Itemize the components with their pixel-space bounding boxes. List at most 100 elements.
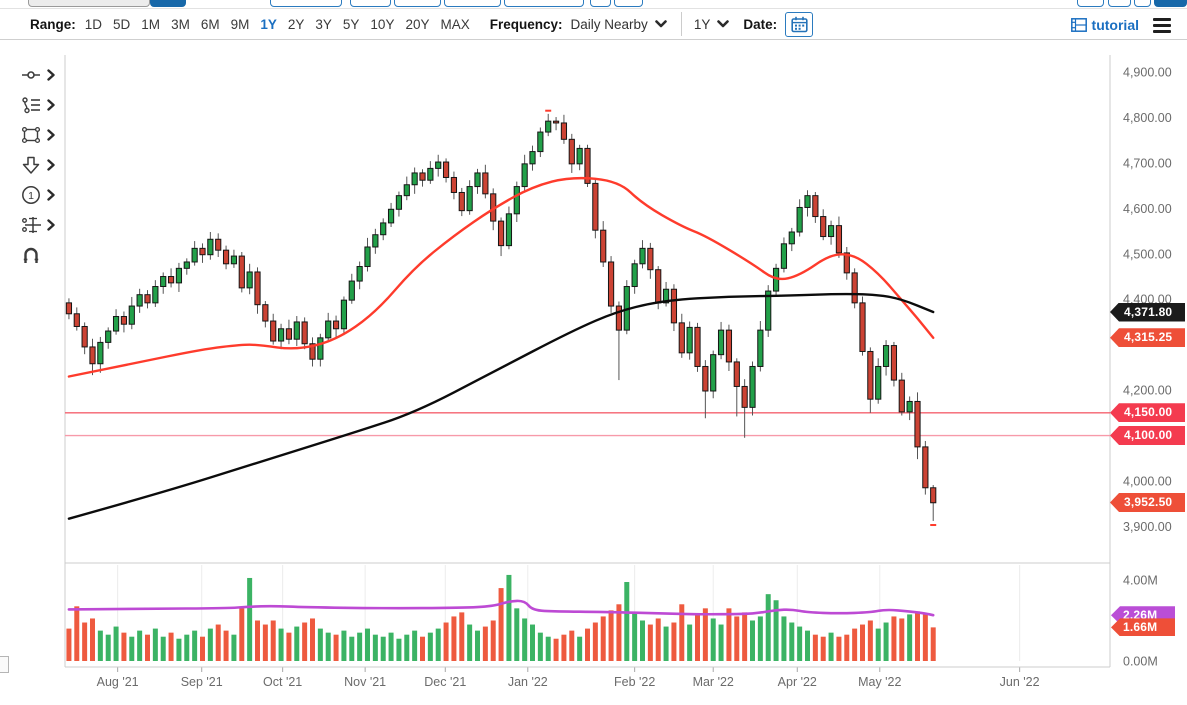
menu-button[interactable] <box>1151 16 1173 35</box>
volume-axis-label: 0.00M <box>1123 655 1158 669</box>
y-axis: 4,900.00 4,800.00 4,700.00 4,600.00 4,500.00… <box>1123 66 1172 669</box>
y-axis-label: 4,500.00 <box>1123 247 1172 261</box>
x-axis-label: Apr '22 <box>778 675 817 689</box>
chevron-right-icon <box>47 99 55 111</box>
chevron-right-icon <box>47 69 55 81</box>
range-option-20y[interactable]: 20Y <box>405 16 430 32</box>
annotation-tool[interactable] <box>20 90 66 120</box>
plot-borders <box>64 55 1111 668</box>
toolbar-divider <box>680 12 682 36</box>
volume-axis-label: 4.00M <box>1123 573 1158 587</box>
cutoff-input-fragment[interactable] <box>28 0 150 7</box>
magnet-tool-icon <box>23 247 39 263</box>
range-option-10y[interactable]: 10Y <box>370 16 395 32</box>
shape-tool-icon <box>21 126 41 144</box>
chart-toolbar: Range: 1D 5D 1M 3M 6M 9M 1Y 2Y 3Y 5Y 10Y 20Y MAX Fre… <box>0 8 1187 40</box>
calendar-icon <box>790 16 808 32</box>
range-option-max[interactable]: MAX <box>440 16 470 32</box>
chevron-down-icon <box>717 20 730 28</box>
chevron-right-icon <box>47 129 55 141</box>
x-axis-label: Sep '21 <box>181 675 223 689</box>
candlesticks <box>65 113 937 521</box>
number-annotation-tool[interactable]: 1 <box>20 180 66 210</box>
ma-black-line[interactable] <box>67 292 935 520</box>
hamburger-icon <box>1153 17 1171 21</box>
x-axis-label: Aug '21 <box>97 675 139 689</box>
volume-bars <box>66 574 936 661</box>
range-option-3m[interactable]: 3M <box>171 16 190 32</box>
moving-averages <box>67 176 935 617</box>
x-axis-label: Feb '22 <box>614 675 655 689</box>
range-options: 1D 5D 1M 3M 6M 9M 1Y 2Y 3Y 5Y 10Y 20Y MAX <box>85 17 470 32</box>
horizontal-lines <box>65 412 1110 437</box>
cutoff-button-fragment[interactable] <box>270 0 342 7</box>
period-dropdown[interactable]: 1Y <box>694 17 730 32</box>
x-axis-label: Jun '22 <box>1000 675 1040 689</box>
range-option-6m[interactable]: 6M <box>200 16 220 32</box>
frequency-value: Daily Nearby <box>570 16 648 32</box>
number-one-circle-icon: 1 <box>22 186 40 204</box>
cutoff-button-fragment[interactable] <box>1077 0 1104 7</box>
extreme-markers <box>545 109 937 527</box>
magnet-tool[interactable] <box>20 240 66 270</box>
drawing-toolbar: 1 <box>20 60 66 270</box>
trendline-tool-icon <box>22 71 40 79</box>
date-label: Date: <box>743 16 778 32</box>
range-option-1y[interactable]: 1Y <box>260 16 277 32</box>
range-option-1m[interactable]: 1M <box>141 16 161 32</box>
cutoff-button-fragment[interactable] <box>394 0 441 7</box>
trendline-tool[interactable] <box>20 60 66 90</box>
date-picker-button[interactable] <box>785 11 814 37</box>
range-label: Range: <box>30 16 76 32</box>
cutoff-button-fragment[interactable] <box>504 0 584 7</box>
vol-ma-line[interactable] <box>67 599 935 617</box>
levels-tool-icon <box>22 217 41 233</box>
arrow-tool[interactable] <box>20 150 66 180</box>
arrow-down-tool-icon <box>22 156 40 174</box>
x-axis: Aug '21 Sep '21 Oct '21 Nov '21 Dec '21 Jan '… <box>97 667 1040 689</box>
x-axis-label: Nov '21 <box>344 675 386 689</box>
annotation-tool-icon <box>22 97 40 114</box>
frequency-label: Frequency: <box>489 16 563 32</box>
cutoff-button-fragment[interactable] <box>1108 0 1131 7</box>
svg-text:1: 1 <box>28 190 34 202</box>
cutoff-corner-fragment <box>0 656 9 673</box>
cutoff-button-fragment[interactable] <box>1134 0 1151 7</box>
range-option-9m[interactable]: 9M <box>230 16 250 32</box>
y-axis-label: 3,900.00 <box>1123 520 1172 534</box>
cutoff-go-button-fragment[interactable] <box>150 0 186 7</box>
tutorial-button[interactable]: tutorial <box>1070 17 1139 33</box>
y-axis-label: 4,600.00 <box>1123 202 1172 216</box>
y-axis-label: 4,700.00 <box>1123 156 1172 170</box>
x-axis-label: May '22 <box>858 675 901 689</box>
x-axis-label: Dec '21 <box>424 675 466 689</box>
cutoff-button-fragment[interactable] <box>350 0 391 7</box>
ma-red-line[interactable] <box>67 176 935 378</box>
chevron-down-icon <box>655 20 667 28</box>
chevron-right-icon <box>47 159 55 171</box>
cutoff-button-fragment[interactable] <box>614 0 643 7</box>
chevron-right-icon <box>47 219 55 231</box>
y-axis-label: 4,000.00 <box>1123 474 1172 488</box>
x-axis-label: Oct '21 <box>263 675 302 689</box>
y-axis-label: 4,900.00 <box>1123 66 1172 80</box>
range-option-3y[interactable]: 3Y <box>315 16 332 32</box>
period-value: 1Y <box>693 16 711 32</box>
cutoff-button-fragment[interactable] <box>444 0 501 7</box>
x-axis-label: Jan '22 <box>508 675 548 689</box>
shape-tool[interactable] <box>20 120 66 150</box>
tutorial-label: tutorial <box>1091 17 1139 33</box>
tutorial-icon <box>1070 18 1087 32</box>
range-option-2y[interactable]: 2Y <box>287 16 305 32</box>
range-option-5y[interactable]: 5Y <box>342 16 360 32</box>
y-axis-label: 4,800.00 <box>1123 111 1172 125</box>
frequency-dropdown[interactable]: Daily Nearby <box>571 17 667 32</box>
cutoff-button-fragment[interactable] <box>590 0 611 7</box>
levels-tool[interactable] <box>20 210 66 240</box>
range-option-5d[interactable]: 5D <box>113 16 131 32</box>
x-axis-label: Mar '22 <box>693 675 734 689</box>
range-option-1d[interactable]: 1D <box>84 16 103 32</box>
y-axis-label: 4,200.00 <box>1123 384 1172 398</box>
